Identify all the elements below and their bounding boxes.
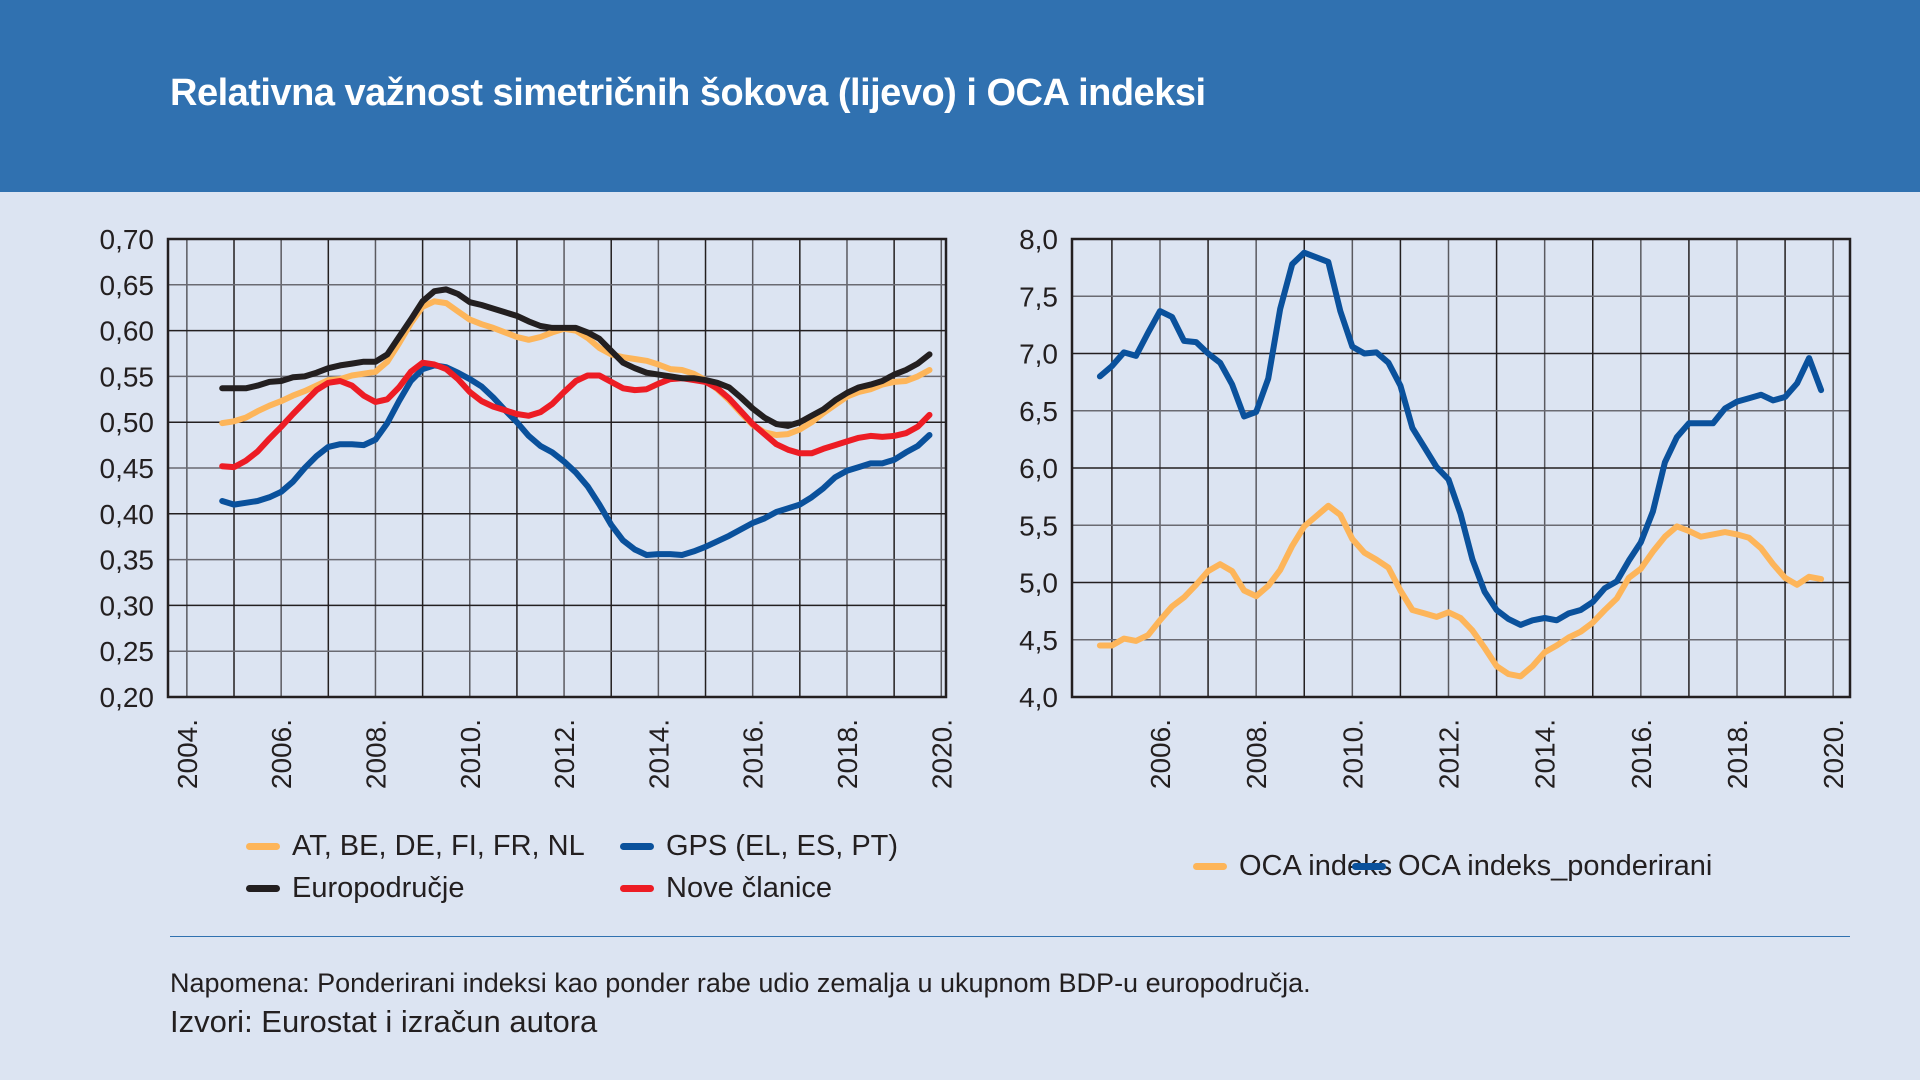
legend-label: AT, BE, DE, FI, FR, NL: [292, 830, 585, 862]
y-tick-label: 0,35: [100, 545, 155, 576]
legend-item-euro-area: Europodručje: [246, 872, 465, 905]
legend-swatch-orange: [246, 843, 280, 850]
legend-item-new-members: Nove članice: [620, 872, 832, 905]
left-chart-x-tick-labels: 2004. 2006. 2008. 2010. 2012. 2014. 2016. 2018.…: [172, 719, 957, 789]
y-tick-label: 0,50: [100, 407, 155, 438]
legend-label: GPS (EL, ES, PT): [666, 830, 899, 862]
header-banner: Relativna važnost simetričnih šokova (li…: [0, 0, 1920, 192]
y-tick-label: 0,40: [100, 499, 155, 530]
x-tick-label: 2006.: [266, 719, 297, 789]
legend-swatch-red: [620, 885, 654, 892]
y-tick-label: 0,45: [100, 453, 155, 484]
figure-title: Relativna važnost simetričnih šokova (li…: [170, 72, 1206, 114]
legend-swatch-orange: [1193, 863, 1227, 870]
legend-label: Nove članice: [666, 872, 833, 904]
x-tick-label: 2014.: [643, 719, 674, 789]
plot-frame: [166, 237, 948, 699]
legend-swatch-blue: [620, 843, 654, 850]
left-chart-y-tick-labels: 0,70 0,65 0,60 0,55 0,50 0,45 0,40 0,35 0,30 0,25…: [100, 224, 155, 713]
x-tick-label: 2004.: [172, 719, 203, 789]
legend-swatch-blue: [1352, 863, 1386, 870]
y-tick-label: 0,20: [100, 682, 155, 713]
source-note: Izvori: Eurostat i izračun autora: [170, 1004, 598, 1039]
legend-swatch-black: [246, 885, 280, 892]
series-line-nove-lanice: [219, 359, 933, 471]
y-tick-label: 0,60: [100, 316, 155, 347]
x-tick-label: 2008.: [360, 719, 391, 789]
legend-label: Europodručje: [292, 872, 465, 904]
legend-label: OCA indeks_ponderirani: [1398, 850, 1713, 882]
y-tick-label: 0,55: [100, 361, 155, 392]
series-line-europodru-je: [219, 286, 933, 429]
x-tick-label: 2016.: [738, 719, 769, 789]
y-tick-label: 0,70: [100, 224, 155, 255]
left-chart-series: [219, 286, 933, 558]
x-tick-label: 2010.: [455, 719, 486, 789]
series-line-gps-el-es-pt: [219, 362, 933, 558]
footnote: Napomena: Ponderirani indeksi kao ponder…: [170, 968, 1311, 998]
legend-item-gps: GPS (EL, ES, PT): [620, 830, 898, 863]
x-tick-label: 2018.: [832, 719, 863, 789]
x-tick-label: 2020.: [926, 719, 957, 789]
legend-item-core: AT, BE, DE, FI, FR, NL: [246, 830, 585, 863]
y-tick-label: 0,30: [100, 590, 155, 621]
y-tick-label: 0,65: [100, 270, 155, 301]
x-tick-label: 2012.: [549, 719, 580, 789]
y-tick-label: 0,25: [100, 636, 155, 667]
left-chart-grid: [166, 237, 948, 699]
legend-item-oca-index-weighted: OCA indeks_ponderirani: [1352, 850, 1712, 883]
footer-divider: [170, 936, 1850, 937]
